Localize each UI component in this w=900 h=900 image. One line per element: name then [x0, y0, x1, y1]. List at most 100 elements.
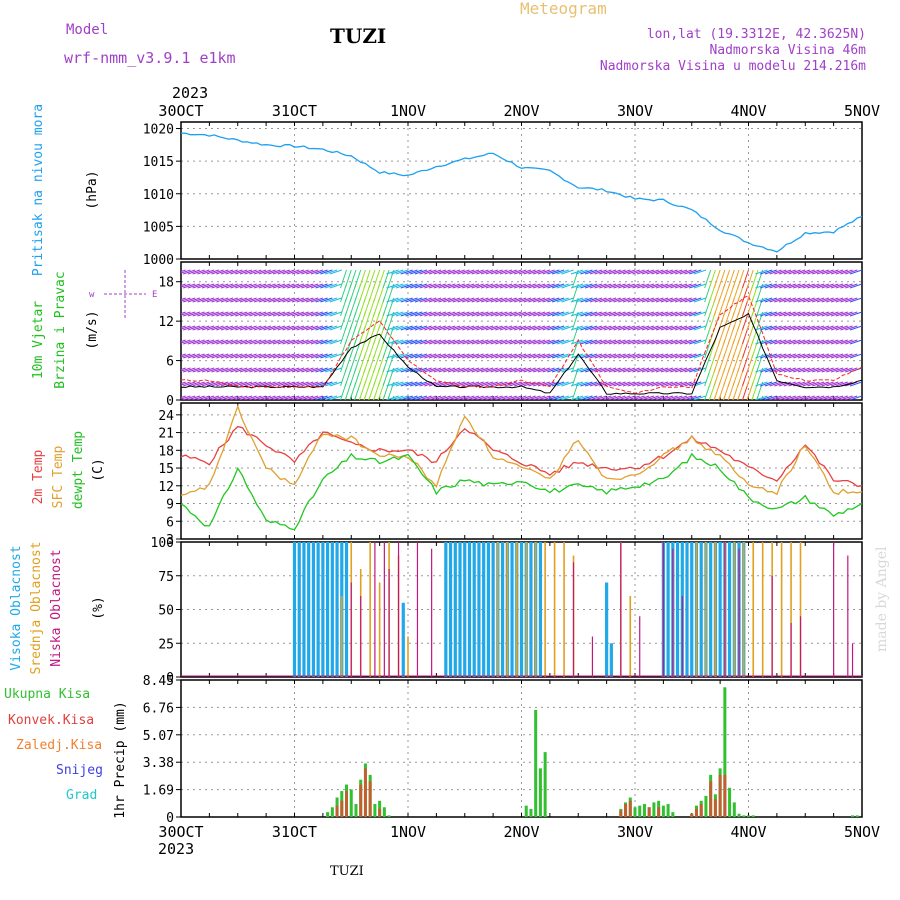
wind-barb — [504, 381, 517, 387]
wind-barb — [509, 367, 522, 373]
wind-barb — [655, 311, 669, 317]
wind-barb — [183, 367, 196, 373]
wind-barb — [570, 381, 584, 387]
cloud-mid-bar — [780, 542, 783, 677]
legend-konvek: Konvek.Kisa — [8, 713, 94, 728]
wind-barb — [187, 339, 201, 345]
wind-barb — [239, 339, 253, 345]
wind-barb — [797, 353, 811, 359]
wind-barb — [253, 367, 267, 373]
wind-barb — [651, 297, 664, 303]
wind-barb — [807, 283, 820, 289]
wind-barb — [419, 283, 432, 289]
wind-barb — [296, 325, 309, 331]
wind-barb — [499, 283, 513, 289]
wind-barb — [410, 353, 423, 359]
wind-barb — [211, 269, 224, 275]
wind-barb — [490, 269, 503, 275]
wind-barb — [181, 381, 186, 385]
y-tick-label: 3.38 — [143, 756, 174, 771]
wind-barb — [499, 339, 513, 345]
wind-barb — [320, 283, 333, 289]
wind-barb — [181, 297, 186, 301]
wind-barb — [727, 269, 735, 289]
cloud-low-bar — [672, 548, 674, 677]
wind-barb — [561, 339, 574, 345]
wind-barb — [206, 353, 219, 359]
wind-barb — [670, 395, 683, 400]
wind-barb — [485, 269, 499, 275]
wind-barb — [618, 353, 631, 359]
wind-barb — [287, 283, 300, 289]
cloud-low-bar — [738, 548, 740, 677]
wind-barb — [329, 311, 342, 317]
wind-barb — [211, 395, 224, 400]
wind-barb — [462, 269, 475, 275]
wind-barb — [504, 353, 517, 359]
wind-barb — [774, 325, 787, 331]
wind-barb — [206, 325, 219, 331]
wind-barb — [693, 269, 707, 275]
wind-barb — [181, 353, 186, 357]
wind-barb — [433, 367, 446, 373]
wind-barb — [216, 339, 229, 345]
wind-barb — [405, 353, 418, 359]
wind-barb — [551, 339, 565, 345]
cloud-mid-bar — [705, 542, 707, 677]
wind-barb — [807, 367, 820, 373]
wind-barb — [225, 339, 238, 345]
wind-barb — [585, 339, 598, 345]
wind-barb — [239, 325, 253, 331]
wind-barb — [373, 269, 381, 289]
wind-barb — [651, 283, 664, 289]
precip-total-bar — [638, 805, 642, 817]
wind-barb — [197, 269, 210, 275]
wind-panel: 18 12 6 0 — [158, 261, 863, 409]
precip-total-bar — [642, 804, 646, 817]
wind-barb — [471, 297, 484, 303]
coords-label: lon,lat (19.3312E, 42.3625N) — [647, 27, 866, 42]
wind-barb — [764, 269, 778, 275]
x-tick-label: 31OCT — [272, 823, 317, 841]
wind-barb — [835, 269, 848, 275]
wind-barb — [183, 325, 196, 331]
wind-barb — [797, 325, 811, 331]
wind-barb — [230, 367, 243, 373]
wind-barb — [263, 395, 276, 400]
wind-barb — [485, 283, 499, 289]
wind-barb — [320, 395, 333, 400]
wind-barb — [764, 395, 778, 400]
precip-conv-bar — [363, 768, 367, 817]
wind-barb — [480, 339, 494, 345]
wind-barb — [452, 381, 465, 387]
wind-barb — [329, 325, 342, 331]
precip-total-bar — [704, 795, 708, 817]
wind-barb — [192, 381, 205, 387]
wind-barb — [181, 395, 186, 399]
wind-ylabel: 10m Vjetar Brzina i Pravac (m/s) w E — [31, 270, 157, 389]
wind-barb — [457, 339, 470, 345]
wind-barb — [183, 283, 196, 289]
wind-barb — [660, 297, 673, 303]
wind-barb — [490, 339, 503, 345]
wind-barb — [655, 353, 669, 359]
wind-barb — [627, 297, 640, 303]
panel-frame — [180, 261, 863, 401]
wind-barb — [665, 297, 678, 303]
wind-barbs — [181, 269, 862, 400]
wind-barb — [499, 311, 513, 317]
wind-barb — [249, 395, 262, 400]
wind-barb — [183, 297, 196, 303]
wind-barb — [320, 325, 333, 331]
cloud-high-bar — [302, 542, 306, 677]
wind-barb — [452, 283, 465, 289]
wind-barb — [637, 395, 650, 400]
precip-conv-bar — [647, 807, 651, 817]
wind-barb — [282, 311, 295, 317]
wind-barb — [499, 395, 513, 400]
wind-barb — [689, 311, 702, 317]
cloud-high-bar — [453, 542, 457, 677]
wind-barb — [622, 395, 636, 400]
wind-barb — [405, 283, 418, 289]
cloud-mid-bar — [497, 542, 499, 677]
